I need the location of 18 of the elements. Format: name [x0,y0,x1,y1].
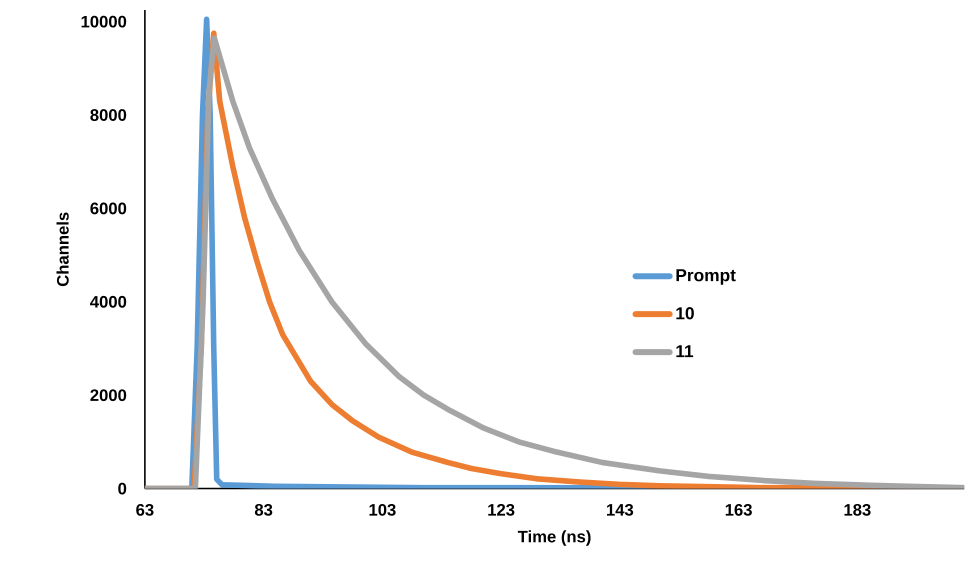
y-tick-label: 4000 [90,296,126,308]
y-tick-label: 2000 [90,390,126,402]
x-tick-label: 183 [844,504,871,516]
x-tick-label: 83 [254,504,272,516]
x-tick-label: 143 [607,504,634,516]
legend-label: Prompt [676,269,736,285]
x-tick-label: 103 [370,504,396,516]
y-tick-label: 0 [118,482,126,495]
x-tick-label: 163 [726,504,752,516]
y-tick-label: 6000 [90,202,126,215]
legend-label: 10 [676,307,694,320]
y-tick-label: 8000 [90,109,126,122]
x-axis-title: Time (ns) [518,530,591,546]
legend-label: 11 [676,345,694,358]
x-tick-label: 63 [136,504,154,516]
x-tick-label: 123 [488,504,514,516]
y-tick-label: 10000 [82,16,126,28]
y-axis-title: Channels [56,212,69,286]
